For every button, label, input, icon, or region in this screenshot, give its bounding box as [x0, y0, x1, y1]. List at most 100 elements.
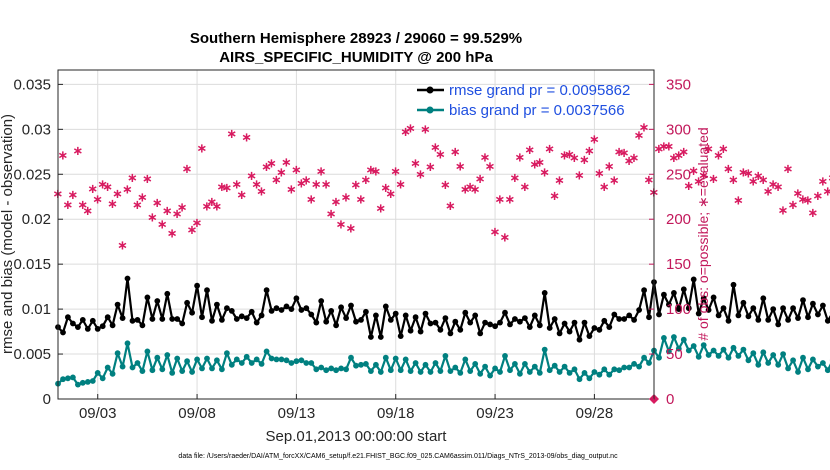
obs-point: ∗ — [182, 162, 193, 177]
bias-point — [492, 365, 498, 372]
obs-point: ∗ — [281, 156, 292, 171]
obs-point: ∗ — [743, 167, 754, 182]
y-axis-label: rmse and bias (model - observation) — [0, 114, 16, 354]
rmse-point — [313, 319, 320, 326]
bias-point — [671, 334, 677, 340]
bias-point — [765, 360, 772, 366]
bias-point — [422, 361, 429, 368]
bias-point — [621, 364, 628, 371]
bias-point — [780, 351, 786, 357]
rmse-point — [690, 276, 697, 283]
obs-point: ∗ — [167, 227, 178, 242]
rmse-point — [656, 311, 662, 318]
bias-point — [308, 360, 315, 366]
rmse-point — [492, 323, 498, 330]
rmse-point — [79, 317, 86, 323]
bias-point — [149, 367, 156, 374]
bias-point — [159, 366, 166, 373]
rmse-point — [114, 301, 121, 308]
rmse-point — [263, 287, 270, 294]
legend-bias-marker — [426, 106, 434, 114]
bias-point — [601, 366, 608, 373]
bias-point — [84, 379, 91, 385]
obs-point: ∗ — [117, 238, 128, 253]
obs-point: ∗ — [559, 149, 570, 164]
rmse-point — [710, 294, 717, 301]
bias-point — [656, 354, 662, 361]
obs-point: ∗ — [783, 162, 794, 177]
obs-point: ∗ — [465, 180, 476, 195]
obs-point: ∗ — [236, 188, 247, 203]
bias-point — [472, 361, 479, 367]
y-tick-label: 0.005 — [13, 346, 51, 363]
x-tick-label: 09/23 — [476, 405, 514, 422]
bias-point — [566, 370, 573, 376]
bias-point — [576, 376, 583, 383]
obs-point: ∗ — [87, 182, 98, 197]
bias-point — [561, 363, 568, 370]
bias-point — [189, 369, 196, 375]
bias-point — [536, 370, 543, 376]
bias-point — [760, 349, 767, 356]
obs-point: ∗ — [321, 177, 332, 192]
obs-point: ∗ — [346, 221, 357, 236]
obs-point: ∗ — [157, 218, 168, 233]
obs-point: ∗ — [509, 171, 520, 186]
obs-point: ∗ — [251, 177, 262, 192]
rmse-point — [189, 309, 196, 316]
bias-point — [522, 361, 528, 367]
bias-point — [184, 358, 191, 365]
y-right-tick-label: 100 — [666, 301, 691, 318]
obs-series: ∗∗∗∗∗∗∗∗∗∗∗∗∗∗∗∗∗∗∗∗∗∗∗∗∗∗∗∗∗∗∗∗∗∗∗∗∗∗∗∗… — [53, 121, 830, 404]
obs-point: ∗ — [569, 151, 580, 166]
obs-point: ∗ — [246, 169, 257, 184]
bias-point — [169, 370, 176, 376]
obs-point: ∗ — [311, 177, 322, 192]
bias-point — [477, 370, 484, 377]
rmse-point — [273, 305, 280, 312]
obs-point: ∗ — [241, 131, 252, 146]
bias-point — [268, 355, 275, 362]
rmse-point — [626, 312, 633, 319]
rmse-point — [770, 306, 777, 312]
bias-point — [224, 350, 230, 357]
rmse-point — [94, 326, 101, 332]
obs-point: ∗ — [529, 158, 540, 173]
bias-point — [233, 356, 240, 363]
obs-point: ∗ — [92, 193, 103, 208]
bias-point — [507, 367, 513, 374]
bias-point — [243, 353, 250, 360]
rmse-point — [253, 319, 260, 326]
obs-point: ∗ — [360, 173, 371, 188]
bias-point — [517, 370, 523, 377]
obs-point: ∗ — [177, 201, 188, 216]
obs-point: ∗ — [688, 164, 699, 179]
rmse-point — [402, 312, 409, 319]
rmse-point — [268, 308, 275, 314]
bias-point — [700, 342, 707, 348]
bias-point — [219, 366, 225, 373]
obs-point: ∗ — [211, 200, 222, 215]
bias-point — [338, 365, 344, 372]
y-right-tick-label: 200 — [666, 211, 691, 228]
rmse-point — [745, 313, 752, 320]
obs-point: ∗ — [430, 140, 441, 155]
bias-point — [75, 381, 81, 388]
obs-point: ∗ — [495, 193, 506, 208]
rmse-point — [561, 320, 568, 327]
chart-title: Southern Hemisphere 28923 / 29060 = 99.5… — [190, 30, 522, 47]
obs-point: ∗ — [137, 191, 148, 206]
rmse-point — [800, 297, 806, 303]
obs-point: ∗ — [485, 159, 496, 174]
obs-point: ∗ — [356, 193, 367, 208]
obs-point: ∗ — [644, 173, 655, 188]
obs-point: ∗ — [683, 179, 694, 194]
x-axis-ticks: 09/03 09/08 09/13 09/18 09/23 09/28 — [79, 394, 613, 422]
obs-point: ∗ — [202, 200, 213, 215]
rmse-point — [377, 334, 384, 340]
rmse-point — [308, 311, 315, 318]
bias-point — [824, 367, 830, 374]
bias-point — [238, 360, 245, 366]
obs-point: ∗ — [822, 185, 830, 200]
bias-point — [730, 344, 737, 351]
